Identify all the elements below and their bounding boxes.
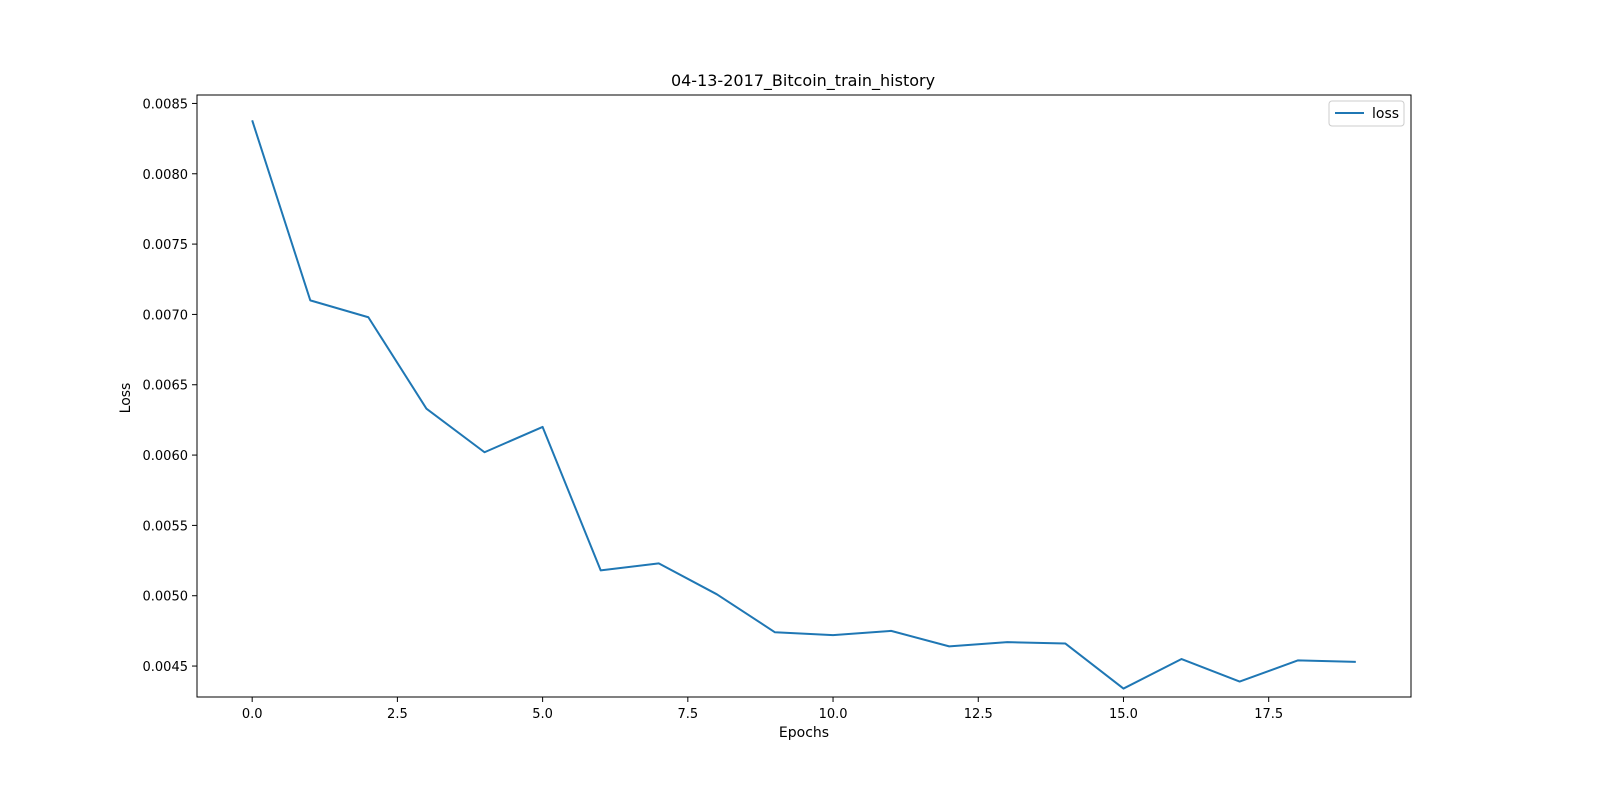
plot-frame — [196, 94, 1412, 698]
y-tick-label: 0.0085 — [143, 97, 189, 112]
legend-box — [1328, 100, 1405, 127]
y-tick-label: 0.0045 — [143, 660, 189, 675]
x-tick-label: 12.5 — [964, 707, 993, 722]
series-line-loss — [251, 120, 1356, 690]
x-tick-label: 17.5 — [1254, 707, 1283, 722]
y-axis-ticks: 0.0045 0.0050 0.0055 0.0060 0.0065 0.0070 0.00… — [143, 97, 197, 675]
x-tick-label: 15.0 — [1109, 707, 1138, 722]
y-tick-label: 0.0065 — [143, 379, 189, 394]
chart-title: 04-13-2017_Bitcoin_train_history — [671, 71, 935, 91]
x-tick-label: 0.0 — [242, 707, 263, 722]
series-layer — [251, 120, 1356, 690]
legend: loss — [1328, 100, 1405, 127]
x-tick-label: 2.5 — [387, 707, 408, 722]
x-axis-ticks: 0.0 2.5 5.0 7.5 10.0 12.5 15.0 17.5 — [242, 697, 1283, 722]
y-tick-label: 0.0070 — [143, 308, 189, 323]
x-tick-label: 5.0 — [532, 707, 553, 722]
y-tick-label: 0.0055 — [143, 519, 189, 534]
x-tick-label: 10.0 — [819, 707, 848, 722]
y-tick-label: 0.0080 — [143, 168, 189, 183]
legend-label: loss — [1372, 106, 1399, 122]
y-axis-label: Loss — [118, 383, 134, 414]
y-tick-label: 0.0075 — [143, 238, 189, 253]
x-tick-label: 7.5 — [677, 707, 698, 722]
x-axis-label: Epochs — [779, 725, 829, 741]
y-tick-label: 0.0050 — [143, 590, 189, 605]
y-tick-label: 0.0060 — [143, 449, 189, 464]
